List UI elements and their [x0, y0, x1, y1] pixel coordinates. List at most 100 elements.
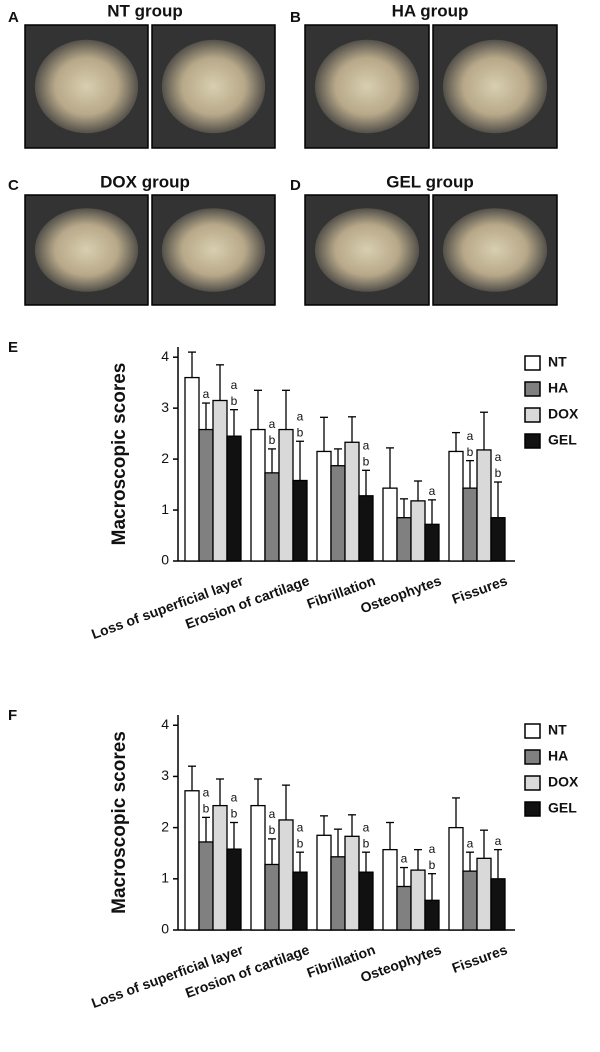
panel-title: GEL group: [386, 172, 474, 191]
legend-swatch: [524, 407, 541, 423]
significance-label: a: [297, 409, 304, 423]
bar: [358, 871, 374, 931]
bar: [278, 819, 294, 931]
bar: [358, 495, 374, 562]
y-tick-label: 4: [161, 716, 169, 732]
significance-label: a: [429, 484, 436, 498]
y-tick-label: 3: [161, 767, 169, 783]
significance-label: b: [203, 802, 210, 816]
significance-label: a: [495, 834, 502, 848]
bar: [198, 841, 214, 931]
legend-label: DOX: [548, 774, 579, 790]
photo-tissue: [442, 39, 548, 134]
panel-title: NT group: [107, 1, 183, 20]
significance-label: a: [203, 387, 210, 401]
bar: [424, 899, 440, 931]
legend-label: HA: [548, 380, 568, 396]
panel-label: F: [8, 707, 17, 724]
bar: [330, 856, 346, 931]
significance-label: b: [231, 807, 238, 821]
bar: [462, 487, 478, 562]
bar: [490, 878, 506, 931]
y-tick-label: 1: [161, 501, 169, 517]
significance-label: b: [363, 836, 370, 850]
legend-swatch: [524, 801, 541, 817]
y-tick-label: 1: [161, 870, 169, 886]
legend-swatch: [524, 723, 541, 739]
bar: [476, 449, 492, 562]
photo-tissue: [314, 208, 420, 292]
legend-label: NT: [548, 722, 567, 738]
significance-label: b: [269, 823, 276, 837]
bar: [184, 376, 200, 562]
photo-tissue: [314, 39, 420, 134]
legend-label: GEL: [548, 800, 577, 816]
bar: [250, 804, 266, 931]
significance-label: a: [297, 820, 304, 834]
y-axis-label: Macroscopic scores: [109, 731, 130, 914]
y-axis-label: Macroscopic scores: [109, 363, 130, 546]
panel-label: C: [8, 177, 19, 194]
panel-label: D: [290, 177, 301, 194]
legend-swatch: [524, 355, 541, 371]
significance-label: a: [231, 378, 238, 392]
panel-title: HA group: [392, 1, 469, 20]
y-tick-label: 2: [161, 450, 169, 466]
bar: [184, 790, 200, 931]
x-tick-label: Fissures: [450, 572, 510, 607]
legend-label: GEL: [548, 432, 577, 448]
bar: [278, 428, 294, 562]
significance-label: a: [467, 429, 474, 443]
bar: [476, 857, 492, 931]
photo-tissue: [34, 39, 139, 134]
bar: [396, 517, 412, 562]
legend-label: HA: [548, 748, 568, 764]
bar: [264, 472, 280, 562]
significance-label: a: [269, 807, 276, 821]
bar: [292, 871, 308, 931]
significance-label: a: [401, 852, 408, 866]
significance-label: a: [429, 842, 436, 856]
significance-label: a: [203, 786, 210, 800]
panel-label: A: [8, 9, 19, 26]
panel-label: E: [8, 339, 18, 356]
y-tick-label: 4: [161, 348, 169, 364]
bar: [198, 428, 214, 562]
bar: [264, 863, 280, 931]
bar: [410, 869, 426, 931]
bar: [410, 500, 426, 562]
legend-swatch: [524, 381, 541, 397]
bar: [330, 465, 346, 562]
panel-title: DOX group: [100, 172, 190, 191]
legend-swatch: [524, 749, 541, 765]
significance-label: b: [297, 836, 304, 850]
bar: [212, 804, 228, 931]
bar: [382, 487, 398, 562]
bar: [226, 848, 242, 931]
significance-label: b: [269, 433, 276, 447]
bar: [382, 848, 398, 931]
bar: [226, 435, 242, 562]
bar: [424, 523, 440, 562]
photo-tissue: [34, 208, 139, 292]
bar: [292, 479, 308, 562]
significance-label: a: [363, 438, 370, 452]
photo-tissue: [161, 39, 266, 134]
bar: [250, 428, 266, 562]
bar: [490, 517, 506, 562]
y-tick-label: 0: [161, 921, 169, 937]
bar: [212, 399, 228, 562]
bar: [396, 885, 412, 931]
x-tick-label: Fissures: [450, 941, 510, 976]
photo-tissue: [442, 208, 548, 292]
bar: [448, 450, 464, 562]
significance-label: a: [467, 836, 474, 850]
significance-label: b: [429, 858, 436, 872]
panel-label: B: [290, 9, 301, 26]
significance-label: b: [495, 466, 502, 480]
bar: [316, 834, 332, 931]
y-tick-label: 2: [161, 818, 169, 834]
significance-label: b: [231, 394, 238, 408]
significance-label: a: [269, 417, 276, 431]
